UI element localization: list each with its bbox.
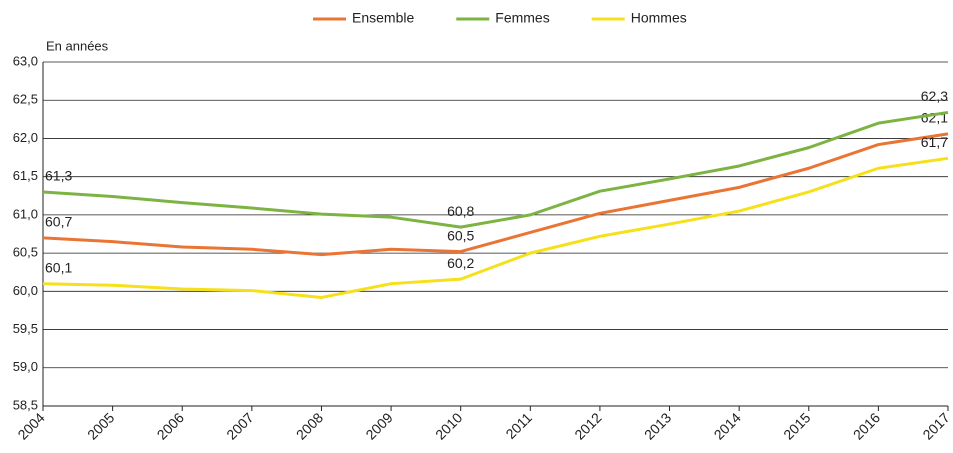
x-tick-label: 2005 xyxy=(84,409,117,442)
y-tick-label: 58,5 xyxy=(13,397,38,412)
series-line xyxy=(42,110,949,229)
series-line xyxy=(42,132,949,257)
data-label: 60,8 xyxy=(447,203,474,219)
y-tick-label: 63,0 xyxy=(13,53,38,68)
x-tick-label: 2015 xyxy=(780,409,813,442)
x-tick-label: 2017 xyxy=(919,409,952,442)
data-label: 61,7 xyxy=(921,134,948,150)
x-tick-label: 2010 xyxy=(432,409,465,442)
x-tick-label: 2012 xyxy=(571,409,604,442)
data-label: 60,2 xyxy=(447,255,474,271)
data-label: 60,5 xyxy=(447,227,474,243)
x-tick-label: 2009 xyxy=(362,409,395,442)
y-tick-label: 59,5 xyxy=(13,321,38,336)
x-tick-label: 2013 xyxy=(641,409,674,442)
data-label: 60,7 xyxy=(45,214,72,230)
x-tick-label: 2011 xyxy=(502,409,535,442)
legend-label: Ensemble xyxy=(352,10,414,26)
legend-label: Femmes xyxy=(495,10,549,26)
x-tick-label: 2004 xyxy=(14,409,47,442)
y-tick-label: 59,0 xyxy=(13,359,38,374)
series-line xyxy=(42,156,949,299)
y-tick-label: 61,0 xyxy=(13,206,38,221)
x-tick-label: 2007 xyxy=(223,409,256,442)
y-tick-label: 60,5 xyxy=(13,245,38,260)
x-tick-label: 2006 xyxy=(154,409,187,442)
y-tick-label: 60,0 xyxy=(13,283,38,298)
y-tick-label: 61,5 xyxy=(13,168,38,183)
y-axis-label: En années xyxy=(46,38,109,53)
data-label: 60,1 xyxy=(45,259,72,275)
y-tick-label: 62,5 xyxy=(13,92,38,107)
x-tick-label: 2016 xyxy=(850,409,883,442)
legend-label: Hommes xyxy=(631,10,687,26)
data-label: 62,3 xyxy=(921,88,948,104)
x-tick-label: 2014 xyxy=(711,409,744,442)
x-tick-label: 2008 xyxy=(293,409,326,442)
y-tick-label: 62,0 xyxy=(13,130,38,145)
data-label: 61,3 xyxy=(45,168,72,184)
